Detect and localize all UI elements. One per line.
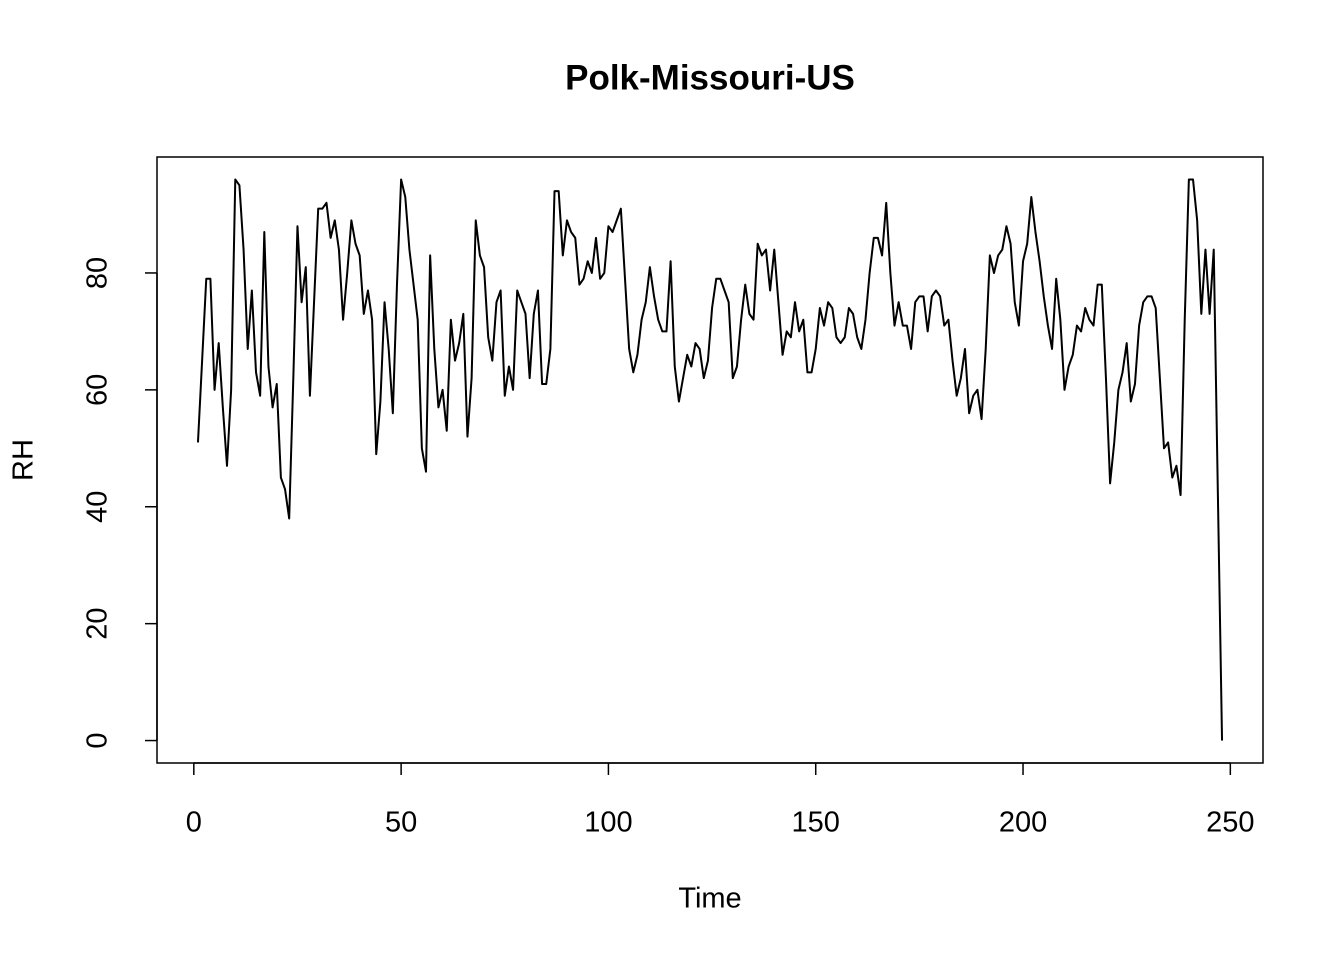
y-axis-label: RH — [8, 439, 40, 481]
x-tick-label: 200 — [999, 807, 1047, 839]
x-tick-label: 0 — [186, 807, 202, 839]
x-tick-label: 50 — [385, 807, 417, 839]
y-tick-label: 60 — [82, 374, 114, 406]
y-tick-label: 20 — [82, 608, 114, 640]
y-tick-label: 80 — [82, 257, 114, 289]
x-tick-label: 150 — [792, 807, 840, 839]
y-tick-label: 0 — [82, 732, 114, 748]
x-axis-label: Time — [678, 883, 741, 915]
x-tick-label: 100 — [584, 807, 632, 839]
y-tick-label: 40 — [82, 491, 114, 523]
series-line — [196, 178, 1224, 741]
x-tick-label: 250 — [1206, 807, 1254, 839]
chart-title: Polk-Missouri-US — [565, 58, 855, 97]
